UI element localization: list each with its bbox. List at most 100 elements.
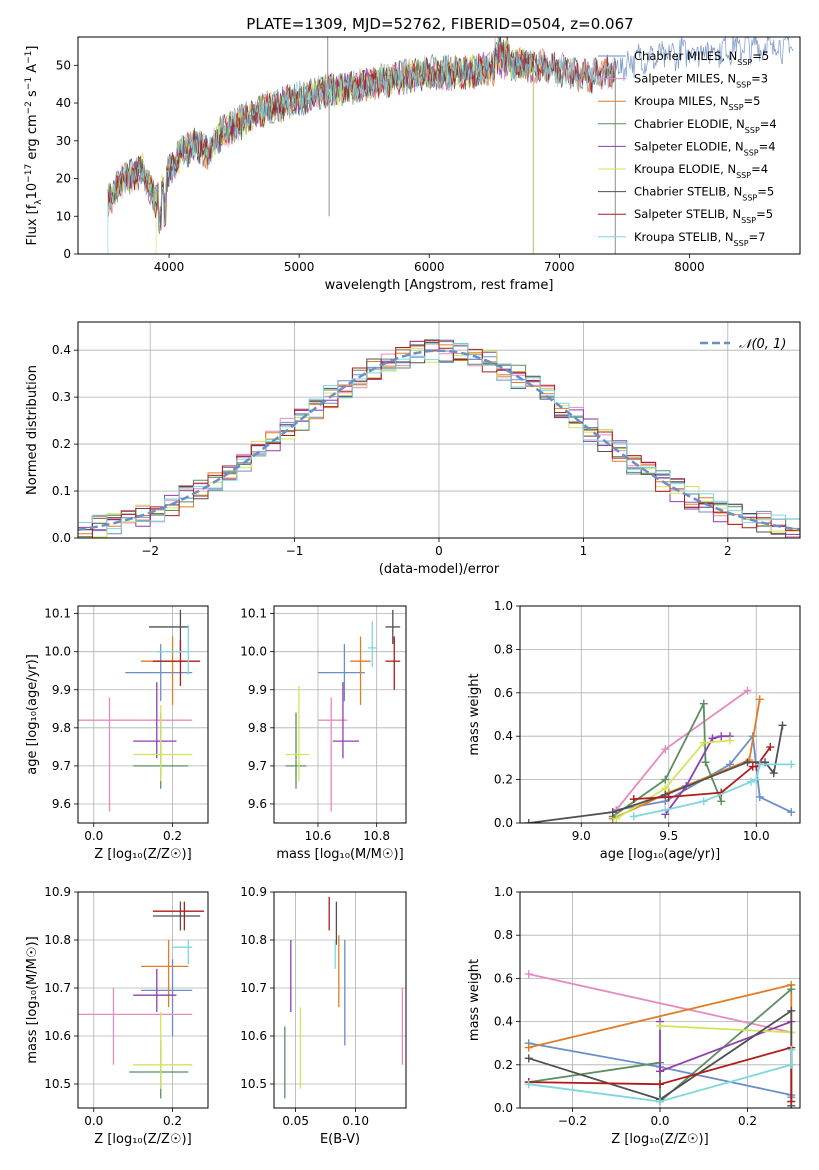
mass-weight-vs-age-series-kroupa-elodie-marker bbox=[726, 736, 734, 745]
mass-weight-vs-age-series-chabrier-elodie-marker bbox=[661, 775, 670, 784]
mass-weight-vs-age-frame bbox=[519, 605, 801, 824]
mass-weight-vs-age-xtick-label: 9.0 bbox=[572, 829, 591, 843]
age-vs-Z-point-kroupa-elodie bbox=[133, 704, 193, 782]
mass-weight-vs-Z-series-salpeter-stelib-marker bbox=[787, 1097, 796, 1106]
mass-weight-vs-age-series-chabrier-stelib-marker bbox=[608, 808, 617, 817]
age-vs-Z-xtick-label: 0.0 bbox=[84, 829, 103, 843]
mass-vs-Z-ytick-label: 10.9 bbox=[44, 885, 71, 899]
figure-title: PLATE=1309, MJD=52762, FIBERID=0504, z=0… bbox=[246, 15, 633, 33]
mass-weight-vs-age-series-chabrier-stelib-marker bbox=[743, 758, 752, 767]
spectrum-legend-label-salpeter-elodie: Salpeter ELODIE, NSSP=4 bbox=[634, 139, 776, 157]
mass-weight-vs-Z-xlabel: Z [log₁₀(Z/Z☉)] bbox=[611, 1132, 708, 1147]
mass-weight-vs-age-series-kroupa-stelib-marker bbox=[787, 760, 796, 769]
residuals-frame bbox=[77, 321, 801, 539]
spectrum-legend-label-chabrier-elodie: Chabrier ELODIE, NSSP=4 bbox=[634, 117, 777, 135]
mass-vs-Z-point-salpeter-miles bbox=[78, 988, 193, 1065]
age-vs-mass-point-salpeter-stelib bbox=[385, 636, 401, 690]
spectrum-ytick-label: 0 bbox=[63, 247, 71, 261]
residual-normal-curve bbox=[78, 349, 800, 532]
mass-weight-vs-Z-series-salpeter-miles-marker bbox=[524, 970, 533, 979]
age-vs-mass-xtick-label: 10.8 bbox=[363, 829, 390, 843]
residuals-ytick-label: 0.4 bbox=[52, 343, 71, 357]
residuals-xtick-label: −2 bbox=[141, 544, 159, 558]
mass-vs-Z-point-kroupa-stelib bbox=[172, 940, 193, 964]
age-vs-Z-panel: 0.0 0.2 9.6 9.7 9.8 9.9 10.0 10.1 Z [log₁₀(Z/Z☉)… bbox=[25, 605, 209, 862]
mass-weight-vs-Z-xtick-label: 0.0 bbox=[650, 1114, 669, 1128]
mass-vs-ebv-ytick-label: 10.7 bbox=[240, 981, 267, 995]
age-vs-Z-frame bbox=[77, 605, 209, 824]
mass-weight-vs-age-series-kroupa-stelib-marker bbox=[699, 797, 708, 806]
mass-vs-Z-point-kroupa-miles bbox=[141, 940, 189, 1008]
mass-weight-vs-age-series-kroupa-stelib-marker bbox=[661, 805, 670, 814]
mass-weight-vs-Z-series-kroupa-stelib-marker bbox=[787, 1060, 796, 1069]
age-vs-Z-ytick-label: 9.6 bbox=[52, 797, 71, 811]
mass-vs-ebv-xlabel: E(B-V) bbox=[320, 1132, 360, 1147]
mass-vs-ebv-panel: 0.05 0.10 10.5 10.6 10.7 10.8 10.9 E(B-V) bbox=[240, 885, 407, 1147]
age-vs-mass-xtick-label: 10.6 bbox=[305, 829, 332, 843]
spectrum-xlabel: wavelength [Angstrom, rest frame] bbox=[325, 278, 554, 293]
mass-vs-Z-point-salpeter-stelib bbox=[152, 901, 205, 931]
spectrum-ytick-label: 30 bbox=[56, 134, 71, 148]
mass-vs-Z-point-kroupa-elodie bbox=[133, 1012, 193, 1089]
mass-weight-vs-Z-ytick-label: 0.4 bbox=[494, 1015, 513, 1029]
mass-vs-ebv-frame bbox=[273, 891, 407, 1109]
mass-weight-vs-Z-series-chabrier-elodie-marker bbox=[787, 985, 796, 994]
mass-weight-vs-age-panel: 9.0 9.5 10.0 0.0 0.2 0.4 0.6 0.8 1.0 age [log₁₀(a… bbox=[467, 599, 801, 862]
spectrum-xtick-label: 8000 bbox=[674, 260, 705, 274]
age-vs-Z-ylabel: age [log₁₀(age/yr)] bbox=[25, 654, 40, 775]
mass-vs-Z-xtick-label: 0.0 bbox=[84, 1114, 103, 1128]
mass-weight-vs-age-series-salpeter-miles-marker bbox=[743, 686, 752, 695]
mass-vs-ebv-ytick-label: 10.8 bbox=[240, 933, 267, 947]
mass-weight-vs-Z-ytick-label: 0.2 bbox=[494, 1058, 513, 1072]
mass-weight-vs-age-series-chabrier-miles-marker bbox=[787, 808, 796, 817]
mass-weight-vs-age-series-kroupa-stelib-marker bbox=[755, 760, 764, 769]
mass-weight-vs-age-series-salpeter-stelib-marker bbox=[664, 792, 673, 801]
age-vs-Z-point-salpeter-miles bbox=[78, 697, 193, 812]
mass-weight-vs-Z-xtick-label: −0.2 bbox=[558, 1114, 587, 1128]
mass-vs-Z-xlabel: Z [log₁₀(Z/Z☉)] bbox=[94, 1132, 191, 1147]
mass-weight-vs-age-series-chabrier-stelib-marker bbox=[524, 819, 533, 823]
spectrum-legend-label-chabrier-miles: Chabrier MILES, NSSP=5 bbox=[634, 49, 769, 67]
age-vs-mass-panel: 10.6 10.8 9.6 9.7 9.8 9.9 10.0 10.1 mass [log₁₀(… bbox=[240, 605, 407, 862]
residual-hist-kroupa-stelib bbox=[78, 342, 800, 536]
age-vs-mass-point-chabrier-elodie bbox=[285, 712, 307, 789]
mass-weight-vs-age-series-chabrier-elodie-marker bbox=[701, 758, 710, 767]
age-vs-Z-ytick-label: 10.0 bbox=[44, 645, 71, 659]
mass-weight-vs-age-series-salpeter-stelib-marker bbox=[766, 743, 775, 752]
mass-weight-vs-age-ylabel: mass weight bbox=[467, 673, 482, 755]
mass-weight-vs-Z-series-salpeter-stelib-marker bbox=[656, 1080, 664, 1089]
age-vs-Z-point-salpeter-elodie bbox=[133, 682, 177, 759]
residuals-ytick-label: 0.2 bbox=[52, 437, 71, 451]
mass-weight-vs-age-series-chabrier-elodie-marker bbox=[717, 797, 726, 806]
mass-weight-vs-Z-series-kroupa-stelib-marker bbox=[656, 1097, 664, 1106]
residuals-xtick-label: 2 bbox=[724, 544, 732, 558]
mass-weight-vs-age-series-kroupa-stelib-marker bbox=[747, 777, 755, 786]
mass-vs-ebv-ytick-label: 10.6 bbox=[240, 1029, 267, 1043]
spectrum-xtick-label: 5000 bbox=[284, 260, 315, 274]
age-vs-Z-ytick-label: 9.9 bbox=[52, 683, 71, 697]
mass-weight-vs-Z-series-chabrier-stelib-marker bbox=[524, 1054, 533, 1063]
mass-weight-vs-Z-series-kroupa-stelib-marker bbox=[787, 1045, 796, 1054]
mass-weight-vs-age-series-salpeter-stelib bbox=[633, 746, 772, 800]
residual-legend-label: 𝒩(0, 1) bbox=[739, 337, 786, 352]
mass-weight-vs-Z-series-salpeter-stelib bbox=[528, 1046, 793, 1102]
age-vs-mass-ytick-label: 9.7 bbox=[248, 759, 267, 773]
mass-weight-vs-Z-ytick-label: 0.6 bbox=[494, 971, 513, 985]
mass-weight-vs-Z-series-kroupa-stelib bbox=[528, 1049, 793, 1103]
mass-vs-Z-point-chabrier-miles bbox=[141, 959, 193, 1036]
age-vs-mass-xlabel: mass [log₁₀(M/M☉)] bbox=[276, 847, 403, 862]
mass-weight-vs-Z-series-salpeter-miles bbox=[528, 973, 792, 1034]
mass-weight-vs-Z-series-chabrier-stelib-marker bbox=[787, 1006, 796, 1015]
mass-weight-vs-Z-ytick-label: 0.8 bbox=[494, 928, 513, 942]
mass-vs-Z-ylabel: mass [log₁₀(M/M☉)] bbox=[25, 936, 40, 1063]
mass-weight-vs-age-ytick-label: 0.6 bbox=[494, 686, 513, 700]
residual-hist-salpeter-stelib bbox=[78, 340, 800, 538]
mass-vs-ebv-ytick-label: 10.9 bbox=[240, 885, 267, 899]
age-vs-mass-point-kroupa-elodie bbox=[285, 685, 310, 782]
age-vs-Z-ytick-label: 9.8 bbox=[52, 721, 71, 735]
mass-weight-vs-Z-ytick-label: 0.0 bbox=[494, 1101, 513, 1115]
spectrum-xtick-label: 7000 bbox=[544, 260, 575, 274]
mass-vs-ebv-xtick-label: 0.05 bbox=[282, 1114, 309, 1128]
spectrum-line-kroupa-stelib bbox=[107, 37, 616, 254]
